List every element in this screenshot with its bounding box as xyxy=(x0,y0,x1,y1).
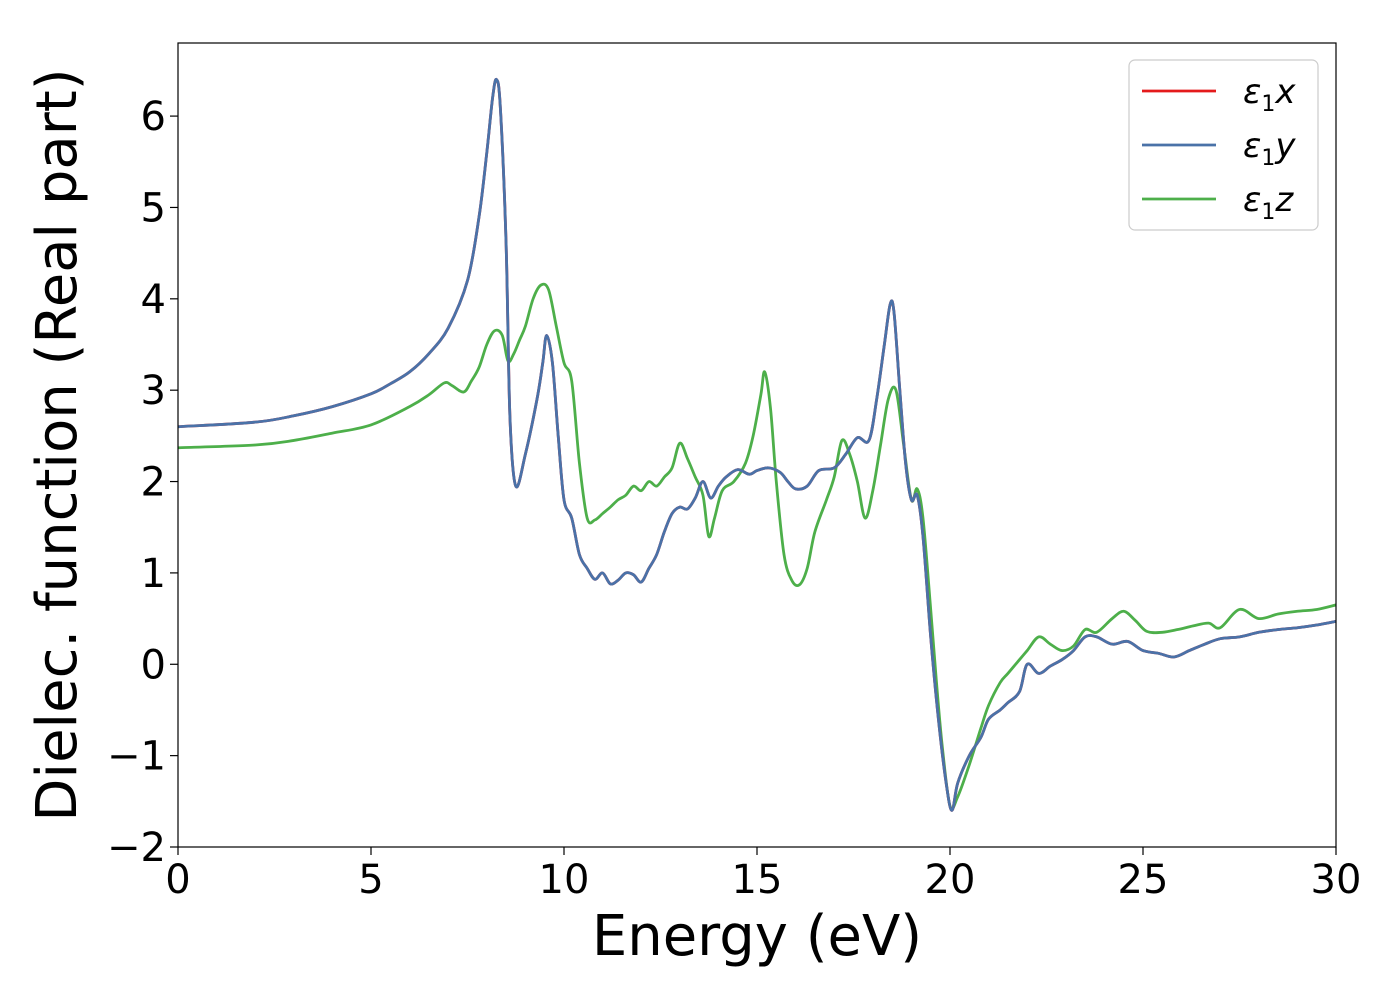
x-tick-label: 5 xyxy=(358,857,383,903)
legend-label-z: ε1z xyxy=(1243,180,1294,225)
y-tick-label: −2 xyxy=(107,825,166,871)
y-axis-ticks: −2 −1 0 1 2 3 4 5 6 xyxy=(107,94,178,871)
legend-items: ε1x ε1y ε1z xyxy=(1142,72,1296,225)
x-tick-label: 15 xyxy=(732,857,783,903)
y-axis-title: Dielec. function (Real part) xyxy=(25,68,90,821)
x-axis-ticks: 0 5 10 15 20 25 30 xyxy=(165,847,1361,903)
y-tick-label: 2 xyxy=(141,460,166,506)
x-tick-label: 25 xyxy=(1118,857,1169,903)
legend-label-y: ε1y xyxy=(1243,126,1296,171)
y-tick-label: −1 xyxy=(107,734,166,780)
x-tick-label: 30 xyxy=(1311,857,1362,903)
legend-frame xyxy=(1128,59,1319,231)
series-layer xyxy=(178,77,1336,812)
y-tick-label: 4 xyxy=(141,277,166,323)
y-tick-label: 6 xyxy=(141,94,166,140)
series-line-z xyxy=(178,282,1336,811)
legend-label-x: ε1x xyxy=(1243,72,1296,117)
y-tick-label: 0 xyxy=(141,642,166,688)
x-axis-title: Energy (eV) xyxy=(592,904,922,969)
legend: ε1x ε1y ε1z xyxy=(1128,59,1319,231)
y-tick-label: 5 xyxy=(141,185,166,231)
x-tick-label: 10 xyxy=(539,857,590,903)
series-line-y xyxy=(178,77,1336,812)
y-tick-label: 3 xyxy=(141,368,166,414)
y-tick-label: 1 xyxy=(141,551,166,597)
x-tick-label: 20 xyxy=(925,857,976,903)
x-tick-label: 0 xyxy=(165,857,190,903)
